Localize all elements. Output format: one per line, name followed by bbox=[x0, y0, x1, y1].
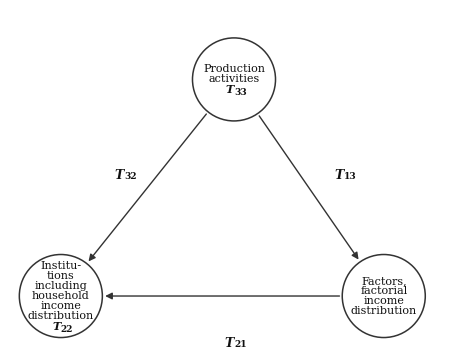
Ellipse shape bbox=[192, 38, 276, 121]
Text: Factors,: Factors, bbox=[361, 276, 407, 286]
Text: income: income bbox=[363, 296, 404, 306]
Text: 13: 13 bbox=[344, 172, 357, 181]
Text: including: including bbox=[35, 281, 87, 291]
Text: distribution: distribution bbox=[351, 306, 417, 316]
Text: income: income bbox=[40, 301, 81, 311]
Text: distribution: distribution bbox=[28, 311, 94, 321]
Text: 21: 21 bbox=[234, 340, 247, 349]
Text: T: T bbox=[226, 84, 234, 95]
Text: T: T bbox=[335, 169, 344, 182]
Text: T: T bbox=[52, 321, 61, 332]
Text: Production: Production bbox=[203, 64, 265, 74]
Text: 22: 22 bbox=[61, 325, 73, 334]
Text: T: T bbox=[225, 336, 234, 349]
Text: factorial: factorial bbox=[360, 286, 407, 296]
Text: 32: 32 bbox=[124, 172, 137, 181]
Text: T: T bbox=[115, 169, 124, 182]
Text: household: household bbox=[32, 291, 90, 301]
Text: tions: tions bbox=[47, 271, 75, 281]
Text: 33: 33 bbox=[234, 88, 247, 97]
Ellipse shape bbox=[19, 255, 102, 338]
Text: activities: activities bbox=[208, 74, 260, 84]
Text: Institu-: Institu- bbox=[40, 261, 81, 271]
Ellipse shape bbox=[342, 255, 425, 338]
